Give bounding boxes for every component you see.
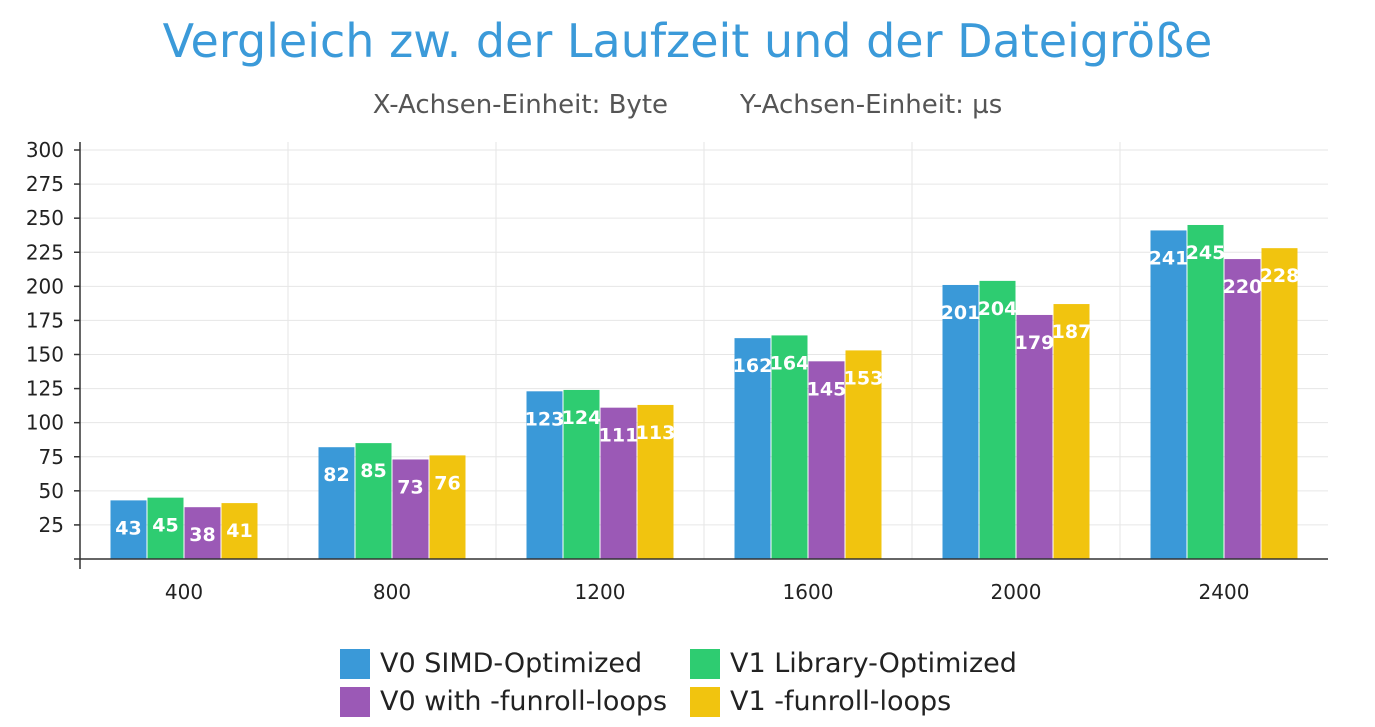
bar [1053, 304, 1090, 559]
bar-value-label: 123 [525, 408, 565, 430]
bar [1224, 259, 1261, 559]
bar-value-label: 153 [844, 367, 884, 389]
legend-swatch [690, 648, 720, 679]
bar [392, 459, 429, 559]
bar-value-label: 201 [941, 302, 981, 324]
bar [1150, 230, 1187, 560]
bar-value-label: 204 [978, 298, 1018, 320]
bar-value-label: 82 [323, 464, 349, 486]
bar-value-label: 76 [434, 472, 460, 494]
bar [1016, 314, 1053, 559]
y-tick-label: 125 [26, 377, 64, 401]
bar [808, 361, 845, 559]
legend-label: V0 with -funroll-loops [380, 686, 668, 717]
bar-value-label: 111 [599, 425, 639, 447]
bar-value-label: 187 [1052, 321, 1092, 343]
x-tick-label: 2400 [1199, 580, 1250, 604]
x-tick-label: 1200 [575, 580, 626, 604]
bar-value-label: 162 [733, 355, 773, 377]
legend-label: V1 Library-Optimized [730, 648, 1017, 679]
y-tick-label: 225 [26, 240, 64, 264]
bar-value-label: 145 [807, 378, 847, 400]
bar-value-label: 38 [189, 524, 215, 546]
legend-swatch [340, 648, 370, 679]
x-tick-label: 1600 [783, 580, 834, 604]
x-tick-label: 800 [373, 580, 411, 604]
bar [318, 447, 355, 559]
bar [147, 497, 184, 559]
bar [355, 443, 392, 559]
bar-value-label: 241 [1149, 247, 1189, 269]
bar [429, 455, 466, 559]
bar-value-label: 124 [562, 407, 602, 429]
bar [1261, 248, 1298, 559]
y-unit-label: Y-Achsen-Einheit: µs [740, 90, 1003, 120]
bar-value-label: 73 [397, 476, 423, 498]
bar-value-label: 179 [1015, 332, 1055, 354]
bar-value-label: 85 [360, 460, 386, 482]
bar [221, 503, 258, 559]
bar [979, 280, 1016, 559]
chart-title: Vergleich zw. der Laufzeit und der Datei… [162, 14, 1213, 68]
bar-value-label: 43 [115, 517, 141, 539]
bar [771, 335, 808, 559]
legend-item: V1 Library-Optimized [690, 648, 1017, 679]
bar [526, 391, 563, 559]
legend-item: V1 -funroll-loops [690, 686, 951, 717]
y-tick-label: 300 [26, 138, 64, 162]
bar [845, 350, 882, 559]
y-tick-label: 200 [26, 274, 64, 298]
bar [637, 404, 674, 559]
legend-item: V0 SIMD-Optimized [340, 648, 642, 679]
legend-swatch [690, 686, 720, 717]
bar-value-label: 113 [636, 422, 676, 444]
bar-value-label: 245 [1186, 242, 1226, 264]
bar-value-label: 41 [226, 520, 252, 542]
bar-value-label: 220 [1223, 276, 1263, 298]
bar-value-label: 45 [152, 515, 178, 537]
legend-label: V1 -funroll-loops [730, 686, 952, 717]
bar [942, 284, 979, 559]
x-tick-label: 400 [165, 580, 203, 604]
bar [734, 338, 771, 559]
bar-value-label: 228 [1260, 265, 1300, 287]
chart-subtitle: X-Achsen-Einheit: Byte Y-Achsen-Einheit: … [0, 90, 1375, 120]
bar [184, 507, 221, 559]
y-tick-label: 175 [26, 308, 64, 332]
legend-item: V0 with -funroll-loops [340, 686, 667, 717]
legend-label: V0 SIMD-Optimized [380, 648, 643, 679]
bar [110, 500, 147, 559]
legend-swatch [340, 686, 370, 717]
y-tick-label: 75 [39, 445, 64, 469]
y-tick-label: 25 [39, 513, 64, 537]
bar-value-label: 164 [770, 352, 810, 374]
y-tick-label: 150 [26, 343, 64, 367]
y-tick-label: 275 [26, 172, 64, 196]
y-tick-label: 50 [39, 479, 64, 503]
y-tick-label: 250 [26, 206, 64, 230]
bar [600, 407, 637, 559]
y-tick-label: 100 [26, 411, 64, 435]
bar [1187, 224, 1224, 559]
x-unit-label: X-Achsen-Einheit: Byte [372, 90, 669, 120]
bar [563, 389, 600, 559]
x-tick-label: 2000 [991, 580, 1042, 604]
